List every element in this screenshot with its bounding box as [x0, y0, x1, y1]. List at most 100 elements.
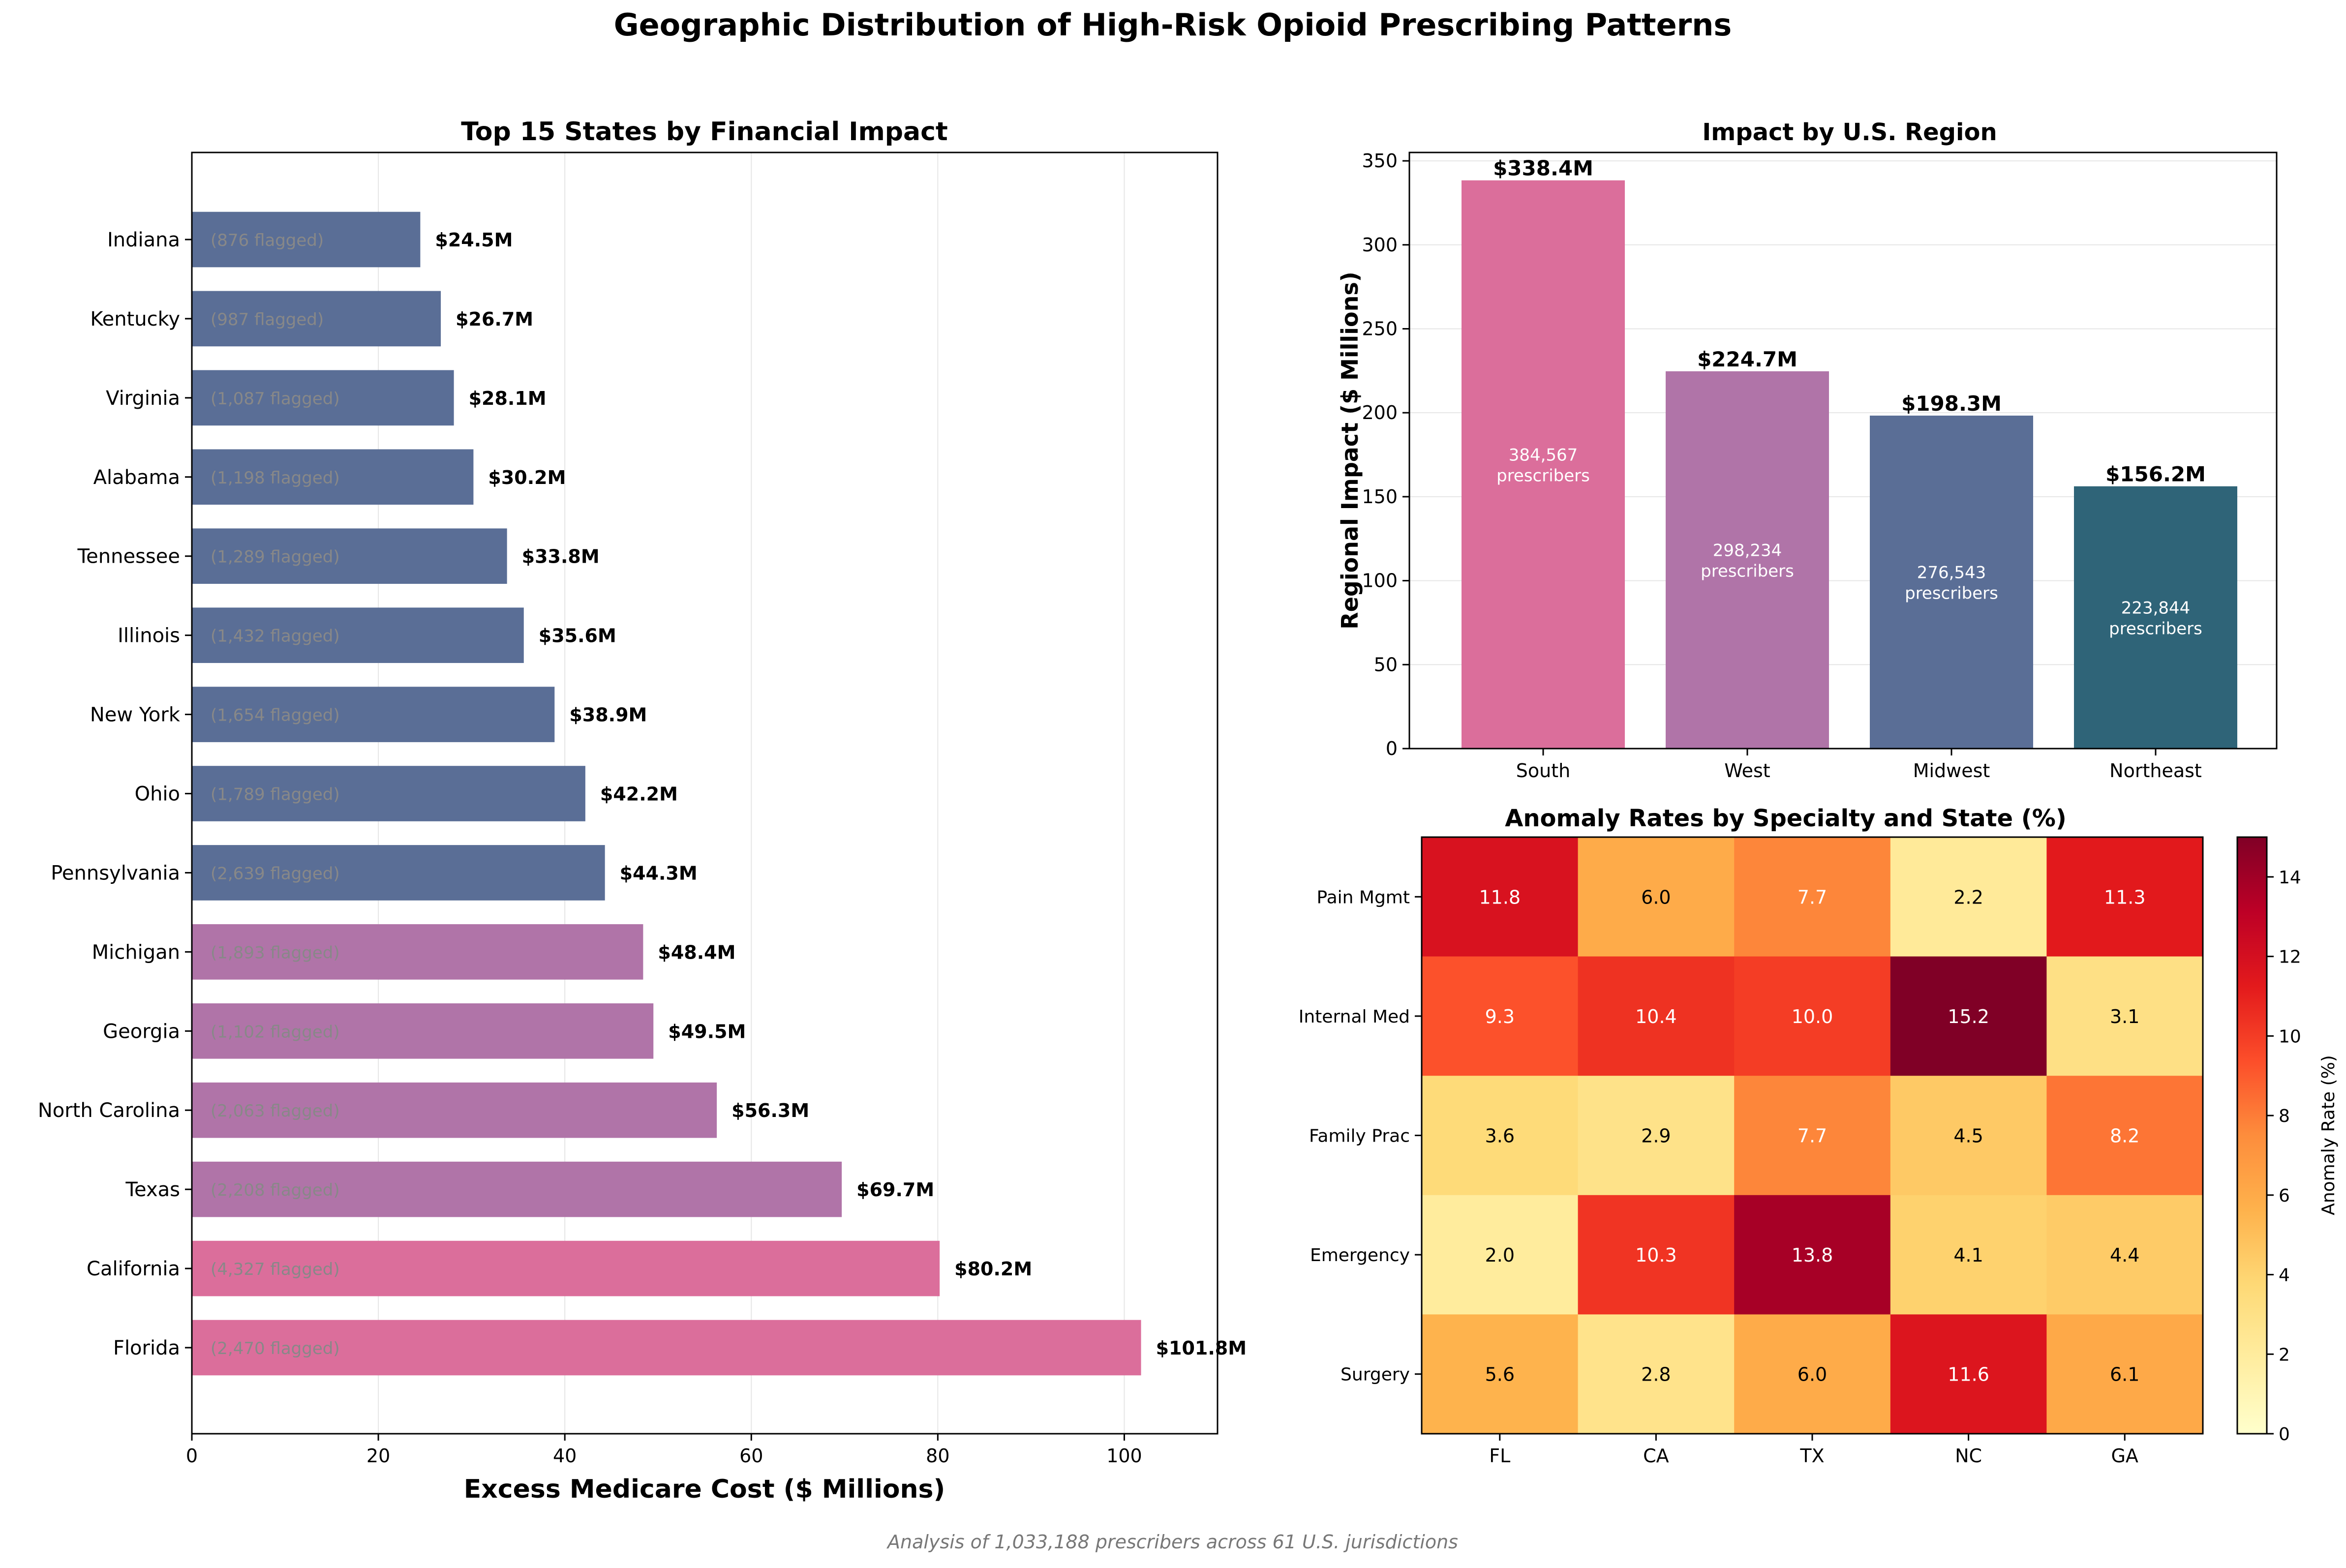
- state-value-label: $69.7M: [856, 1179, 934, 1201]
- region-bars: [1462, 180, 2237, 749]
- heatmap-cell-value: 3.6: [1485, 1125, 1515, 1147]
- heatmap-cell-value: 3.1: [2110, 1006, 2139, 1027]
- state-bar: [192, 924, 643, 980]
- heatmap-cell: [1422, 1195, 1579, 1315]
- state-name-label: Texas: [125, 1178, 180, 1201]
- state-name-label: Tennessee: [77, 545, 180, 568]
- heatmap-cell-value: 4.5: [1953, 1125, 1983, 1147]
- region-labels: $338.4M384,567prescribers$224.7M298,234p…: [1493, 156, 2206, 639]
- states-x-tick-label: 0: [186, 1445, 198, 1467]
- heatmap-cell: [2046, 1314, 2203, 1434]
- region-y-tick-label: 150: [1362, 486, 1398, 508]
- state-value-label: $44.3M: [620, 862, 698, 884]
- state-bar: [192, 1240, 940, 1297]
- heatmap-cell-value: 10.4: [1635, 1006, 1677, 1027]
- heatmap-title: Anomaly Rates by Specialty and State (%): [1505, 805, 2067, 832]
- heatmap-col-label: NC: [1955, 1445, 1982, 1467]
- heatmap-cell-value: 7.7: [1798, 1125, 1827, 1147]
- state-bar: [192, 1161, 842, 1217]
- heatmap-cell-value: 4.1: [1953, 1244, 1983, 1266]
- anomaly-heatmap: Anomaly Rates by Specialty and State (%)…: [1299, 805, 2339, 1467]
- heatmap-cell-value: 11.6: [1948, 1364, 1989, 1386]
- region-bar: [1870, 415, 2033, 749]
- heatmap-cell-value: 10.0: [1792, 1006, 1833, 1027]
- colorbar: [2236, 836, 2268, 1435]
- heatmap-cell: [2046, 1195, 2203, 1315]
- region-value-label: $224.7M: [1697, 347, 1798, 371]
- state-name-label: New York: [90, 704, 181, 726]
- heatmap-cell: [1422, 1314, 1579, 1434]
- heatmap-cell-value: 5.6: [1485, 1364, 1515, 1386]
- state-bar: [192, 845, 605, 901]
- state-value-label: $26.7M: [456, 308, 533, 330]
- heatmap-cell: [1422, 1076, 1579, 1196]
- states-bar-chart: Top 15 States by Financial Impact (876 f…: [38, 117, 1247, 1504]
- heatmap-cell: [1734, 837, 1891, 957]
- heatmap-ticks: Pain Mgmt Internal Med Family Prac Emergenc…: [1299, 887, 2138, 1467]
- state-flagged-label: (876 flagged): [211, 231, 324, 250]
- region-ticks: 0 50 100 150 200 250 300 350 South West Midwest Nor…: [1362, 150, 2201, 782]
- region-prescriber-count: 384,567: [1509, 445, 1578, 465]
- heatmap-cell: [1734, 1195, 1891, 1315]
- heatmap-row-label: Family Prac: [1309, 1126, 1410, 1146]
- colorbar-tick-label: 12: [2279, 947, 2301, 967]
- state-flagged-label: (1,893 flagged): [211, 943, 340, 963]
- region-category-label: West: [1724, 760, 1770, 782]
- heatmap-cell-value: 10.3: [1635, 1244, 1677, 1266]
- state-bar: [192, 1082, 717, 1138]
- region-y-tick-label: 0: [1386, 738, 1398, 759]
- state-flagged-label: (1,789 flagged): [211, 785, 340, 805]
- region-prescriber-count: 298,234: [1713, 541, 1782, 560]
- heatmap-cell-value: 11.8: [1479, 886, 1521, 908]
- state-flagged-label: (1,198 flagged): [211, 468, 340, 488]
- figure-title: Geographic Distribution of High-Risk Opi…: [614, 7, 1732, 43]
- state-flagged-label: (1,102 flagged): [211, 1022, 340, 1042]
- state-name-label: Michigan: [92, 941, 180, 964]
- state-name-label: Alabama: [93, 466, 180, 489]
- heatmap-col-label: TX: [1799, 1445, 1824, 1467]
- state-bar: [192, 449, 474, 505]
- region-bar: [1666, 371, 1829, 749]
- heatmap-col-label: CA: [1643, 1445, 1669, 1467]
- heatmap-cell: [1578, 1195, 1735, 1315]
- state-name-label: Ohio: [135, 783, 180, 806]
- heatmap-row-label: Internal Med: [1299, 1007, 1410, 1027]
- states-x-tick-label: 20: [366, 1445, 390, 1467]
- region-value-label: $338.4M: [1493, 156, 1593, 181]
- heatmap-cell-value: 6.1: [2110, 1364, 2139, 1386]
- colorbar-tick-label: 6: [2279, 1186, 2290, 1206]
- state-bar: [192, 370, 454, 426]
- colorbar-ticks: 0 2 4 6 8 10 12 14: [2267, 868, 2301, 1445]
- heatmap-cell: [1890, 1076, 2047, 1196]
- heatmap-cell: [1578, 956, 1735, 1076]
- heatmap-cell: [1578, 837, 1735, 957]
- state-flagged-label: (1,654 flagged): [211, 706, 340, 725]
- state-value-label: $28.1M: [469, 388, 547, 409]
- heatmap-cell: [1890, 956, 2047, 1076]
- states-x-tick-label: 100: [1106, 1445, 1142, 1467]
- region-y-tick-label: 250: [1362, 318, 1398, 339]
- region-category-label: Northeast: [2109, 760, 2202, 782]
- colorbar-tick-label: 14: [2279, 868, 2301, 888]
- colorbar-tick-label: 8: [2279, 1106, 2290, 1126]
- region-value-label: $156.2M: [2105, 462, 2206, 486]
- heatmap-cell: [1734, 1076, 1891, 1196]
- state-bar: [192, 291, 441, 347]
- states-x-tick-label: 60: [739, 1445, 763, 1467]
- state-bar: [192, 211, 421, 268]
- heatmap-cell-value: 6.0: [1641, 886, 1671, 908]
- states-x-tick-label: 40: [553, 1445, 577, 1467]
- colorbar-tick-label: 2: [2279, 1345, 2290, 1365]
- region-chart-title: Impact by U.S. Region: [1702, 119, 1997, 146]
- state-flagged-label: (1,087 flagged): [211, 389, 340, 409]
- heatmap-cell: [2046, 837, 2203, 957]
- state-name-label: Indiana: [107, 229, 180, 251]
- heatmap-cell-value: 2.0: [1485, 1244, 1515, 1266]
- heatmap-row-label: Surgery: [1341, 1365, 1410, 1385]
- state-name-label: California: [87, 1258, 180, 1280]
- state-value-label: $33.8M: [522, 546, 600, 568]
- region-plot-frame: [1408, 151, 2278, 750]
- state-bar: [192, 607, 524, 663]
- heatmap-cell-value: 2.2: [1953, 886, 1983, 908]
